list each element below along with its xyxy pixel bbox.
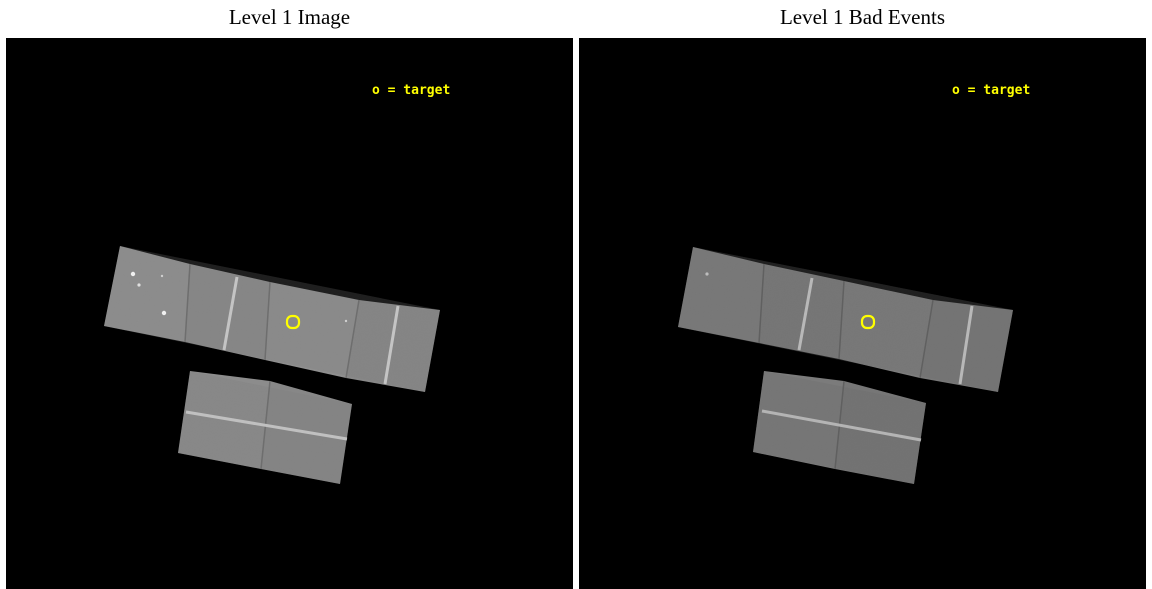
legend-text: o = target [372,83,450,98]
panel-title: Level 1 Bad Events [779,5,946,29]
ccd-row-top [678,247,1013,392]
readout-streak [958,305,974,385]
panel-title: Level 1 Image [228,5,351,29]
sky-image: o = target [6,38,573,589]
ccd-noise-overlay [104,246,440,392]
chip-gap [184,263,191,343]
readout-streak [222,276,239,351]
target-marker [285,314,301,330]
chip-gap [919,299,934,379]
chip-gap [838,280,845,360]
level1-image-panel: Level 1 Image o = target [6,0,573,589]
readout-streak [761,409,922,442]
ccd-row-bottom [178,371,352,484]
detector-image: o = target [678,83,1030,484]
ccd-row-top [104,246,440,392]
source-point [161,310,167,316]
readout-streak [185,410,348,441]
source-point [344,319,348,323]
chip-gap [345,299,360,379]
readout-streak [383,305,400,385]
source-point [705,272,709,276]
chip-gap [264,281,271,361]
source-point [160,274,164,278]
source-point [130,271,136,277]
ccd-row-bottom [753,371,926,484]
readout-streak [797,277,814,351]
detector-image: o = target [104,83,450,484]
target-marker [860,314,876,330]
source-point [137,283,141,287]
ccd-noise-overlay [678,247,1013,392]
sky-image: o = target [579,38,1146,589]
legend-text: o = target [952,83,1030,98]
level1-bad-events-panel: Level 1 Bad Events o = target [579,0,1146,589]
chip-gap [758,263,765,344]
